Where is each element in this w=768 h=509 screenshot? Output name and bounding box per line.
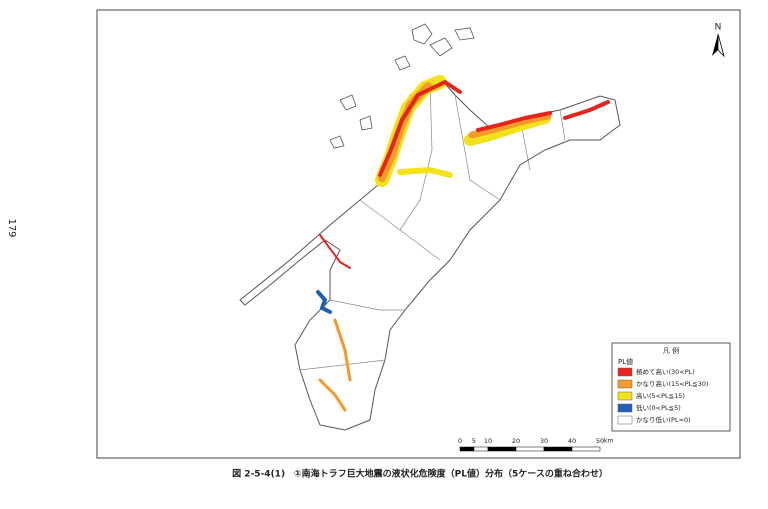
- island: [394, 55, 411, 71]
- zone-low: [316, 290, 332, 314]
- legend-label: 低い(0<PL≦5): [636, 403, 681, 412]
- legend-swatch: [617, 415, 633, 425]
- islands: [329, 23, 475, 149]
- zone-very-high: [563, 100, 610, 120]
- border: [329, 299, 405, 311]
- legend-label: 極めて高い(30<PL): [636, 367, 695, 376]
- scale-label: 20: [512, 437, 520, 445]
- scale-label: 30: [540, 437, 548, 445]
- north-arrow: [717, 33, 725, 58]
- legend-title: 凡 例: [663, 346, 679, 355]
- legend-swatch: [617, 379, 633, 389]
- liquefaction-zones: [316, 75, 610, 412]
- legend-subtitle: PL値: [618, 357, 633, 366]
- border: [454, 94, 501, 201]
- island: [359, 115, 373, 131]
- legend-label: かなり低い(PL=0): [636, 415, 691, 424]
- zone-fairly-high: [318, 378, 347, 412]
- north-arrow: [712, 34, 718, 56]
- page-number: 179: [6, 218, 17, 237]
- legend-swatch: [617, 367, 633, 377]
- north-label: N: [715, 23, 722, 33]
- scale-label: 10: [484, 437, 492, 445]
- island: [411, 23, 433, 45]
- zone-fairly-high: [468, 112, 552, 139]
- legend-swatch: [617, 403, 633, 413]
- legend: 凡 例 PL値 極めて高い(30<PL) かなり高い(15<PL≦30) 高い(5<…: [611, 342, 731, 432]
- zone-high: [397, 167, 453, 178]
- zone-very-high: [476, 111, 552, 132]
- zone-very-high: [378, 80, 462, 177]
- figure-caption: 図 2-5-4(1) ①南海トラフ巨大地震の液状化危険度（PL値）分布（5ケース…: [232, 468, 608, 480]
- border: [399, 81, 433, 231]
- scale-segment: [515, 446, 545, 452]
- island: [329, 135, 345, 149]
- scale-segment: [473, 446, 489, 452]
- map-frame: [96, 9, 741, 459]
- border: [359, 199, 441, 261]
- island: [454, 27, 475, 41]
- border: [559, 109, 566, 141]
- scale-segment: [571, 446, 601, 452]
- legend-label: 高い(5<PL≦15): [636, 391, 685, 400]
- island: [429, 37, 453, 57]
- scale-label: 50: [596, 437, 604, 445]
- scale-segment: [459, 446, 475, 452]
- scale-segment: [487, 446, 517, 452]
- scale-label: 0: [458, 437, 462, 445]
- island: [339, 94, 357, 111]
- scale-unit: km: [604, 438, 613, 445]
- zone-fairly-high: [333, 318, 352, 382]
- zone-very-high: [319, 234, 351, 269]
- legend-label: かなり高い(15<PL≦30): [636, 379, 709, 388]
- scale-segment: [543, 446, 573, 452]
- prefecture-outline: [239, 77, 621, 431]
- border: [299, 359, 386, 371]
- scale-label: 5: [472, 437, 476, 445]
- legend-swatch: [617, 391, 633, 401]
- scale-bar: 0 5 10 20 30 40 50 km: [458, 437, 613, 452]
- scale-label: 40: [568, 437, 576, 445]
